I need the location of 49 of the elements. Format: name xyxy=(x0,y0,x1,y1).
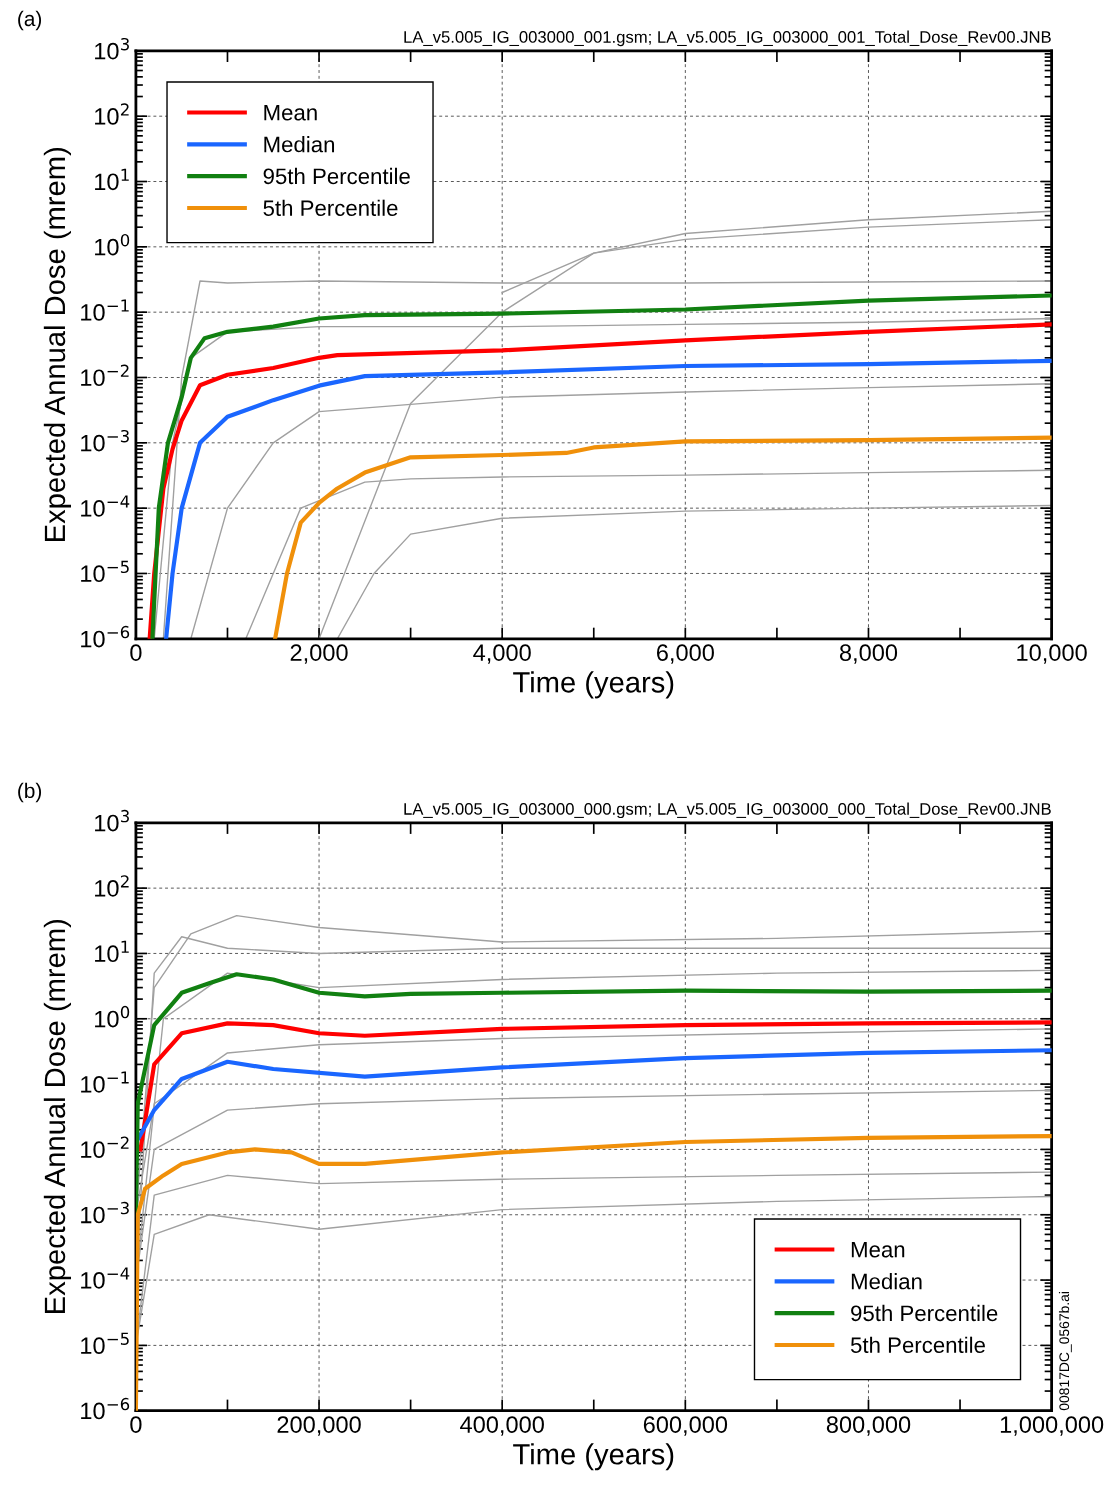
y-tick-label: 10$^{2}$ xyxy=(95,103,129,125)
x-tick-label: 1,000,000 xyxy=(1000,1416,1104,1436)
y-tick-label: 10$^{−2}$ xyxy=(81,1136,129,1159)
legend-label: Median xyxy=(851,1273,922,1290)
x-tick-label: 6,000 xyxy=(656,644,714,664)
legend-label: 95th Percentile xyxy=(851,1304,998,1322)
y-tick-label: 10$^{−4}$ xyxy=(81,1267,130,1289)
text: (a) xyxy=(18,10,42,31)
y-tick-label: 10$^{−3}$ xyxy=(81,1201,129,1224)
x-tick-label: 8,000 xyxy=(839,644,898,664)
x-axis-title: Time (years) xyxy=(513,1443,674,1471)
legend-label: 5th Percentile xyxy=(263,199,398,216)
y-tick-label: 10$^{−6}$ xyxy=(81,1397,130,1420)
legend-label: 5th Percentile xyxy=(850,1336,985,1353)
y-tick-label: 10$^{−3}$ xyxy=(81,429,129,452)
legend-label: Median xyxy=(264,136,335,153)
legend-label: Mean xyxy=(851,1242,905,1258)
y-tick-label: 10$^{−5}$ xyxy=(81,1332,129,1355)
y-tick-label: 10$^{1}$ xyxy=(95,940,129,963)
y-tick-label: 10$^{0}$ xyxy=(95,233,130,256)
legend-label: 95th Percentile xyxy=(263,167,410,185)
x-tick-label: 600,000 xyxy=(643,1416,728,1436)
x-axis-title: Time (years) xyxy=(513,671,674,699)
x-tick-label: 4,000 xyxy=(473,644,531,664)
x-tick-label: 0 xyxy=(130,644,142,661)
y-axis-title: Expected Annual Dose (mrem) xyxy=(43,919,72,1313)
y-axis-title: Expected Annual Dose (mrem) xyxy=(43,148,72,542)
y-tick-label: 10$^{3}$ xyxy=(95,809,129,832)
text: 00817DC_0567b.ai xyxy=(1058,1291,1072,1411)
text: LA_v5.005_IG_003000_000.gsm; LA_v5.005_IG_003000_000_Total_Dose_Rev00.JNB xyxy=(404,802,1051,819)
x-tick-label: 800,000 xyxy=(826,1416,911,1436)
y-tick-label: 10$^{1}$ xyxy=(95,168,129,191)
y-tick-label: 10$^{−2}$ xyxy=(81,364,129,387)
x-tick-label: 400,000 xyxy=(460,1416,544,1436)
y-tick-label: 10$^{−4}$ xyxy=(81,495,130,517)
x-tick-label: 200,000 xyxy=(277,1416,361,1436)
x-tick-label: 2,000 xyxy=(290,644,348,664)
y-tick-label: 10$^{0}$ xyxy=(95,1005,130,1028)
y-tick-label: 10$^{−1}$ xyxy=(81,299,129,321)
y-tick-label: 10$^{−1}$ xyxy=(81,1071,129,1093)
x-tick-label: 0 xyxy=(130,1416,142,1433)
legend-label: Mean xyxy=(264,105,317,121)
y-tick-label: 10$^{3}$ xyxy=(95,37,129,60)
text: LA_v5.005_IG_003000_001.gsm; LA_v5.005_IG_003000_001_Total_Dose_Rev00.JNB xyxy=(404,30,1051,47)
text: (b) xyxy=(18,782,42,803)
x-tick-label: 10,000 xyxy=(1017,644,1087,664)
y-tick-label: 10$^{−6}$ xyxy=(81,625,130,648)
y-tick-label: 10$^{−5}$ xyxy=(81,560,129,583)
y-tick-label: 10$^{2}$ xyxy=(95,875,129,897)
